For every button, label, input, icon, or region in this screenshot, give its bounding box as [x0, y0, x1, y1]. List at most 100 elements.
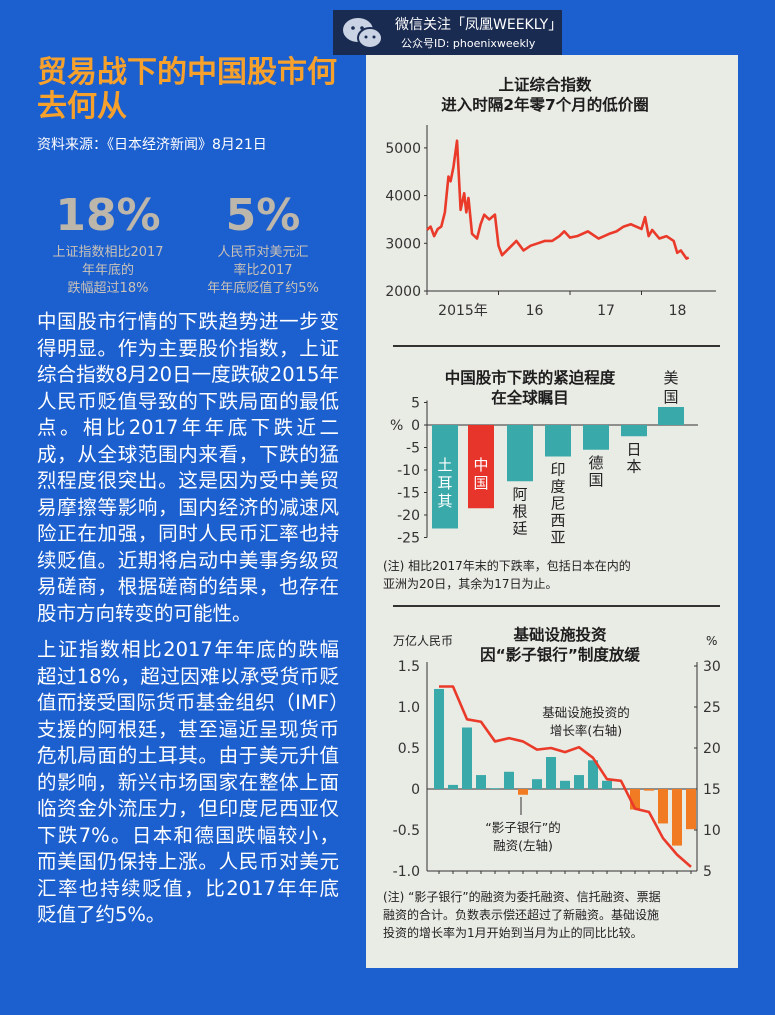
chart3-title: 基础设施投资 因“影子银行”制度放缓: [450, 625, 670, 665]
chart2-bar-label: 耳: [437, 474, 452, 492]
chart3-bar: [476, 775, 486, 789]
chart3-bar: [588, 760, 598, 789]
chart2-bar-label: 西: [550, 512, 565, 530]
chart2-bar: [583, 425, 609, 450]
chart3-left-unit: 万亿人民币: [393, 633, 453, 648]
wechat-icon: [343, 18, 383, 49]
chart3-bar: [560, 780, 570, 789]
chart2-bar: [621, 425, 647, 437]
chart2-bar-label: 国: [663, 388, 678, 406]
chart1-y-tick-label: 4000: [385, 189, 421, 205]
chart1-y-tick-label: 3000: [385, 236, 421, 252]
chart3-right-tick-label: 15: [703, 782, 721, 798]
chart3-right-tick-label: 25: [703, 700, 721, 716]
chart1-x-tick-label: 17: [597, 303, 615, 319]
chart3-bar-annotation: “影子银行”的: [485, 820, 560, 835]
divider: [393, 345, 720, 347]
body-paragraph-1: 中国股市行情的下跌趋势进一步变得明显。作为主要股价指数，上证综合指数8月20日一…: [37, 310, 339, 625]
chart3-bar: [504, 771, 514, 789]
chart2-title: 中国股市下跌的紧迫程度 在全球瞩目: [410, 368, 650, 408]
stat-label: 上证指数相比2017 年年底的 跌幅超过18%: [52, 245, 164, 296]
chart3-bar: [518, 789, 528, 795]
chart1-x-tick-label: 18: [669, 303, 687, 319]
divider: [393, 605, 720, 607]
chart3-right-tick-label: 20: [703, 741, 721, 757]
chart3-bar: [672, 789, 682, 846]
chart2-bar: [658, 407, 684, 425]
chart3-bar: [658, 789, 668, 824]
note-line: 投资的增长率为1月开始到当月为止的同比比较。: [383, 926, 643, 940]
chart2-bar-label: 尼: [550, 495, 565, 513]
chart2-y-tick-label: 5: [411, 396, 420, 412]
chart2-bar-label: 印: [550, 461, 565, 479]
chart2-bar-label: 德: [588, 454, 603, 472]
note-line: (注) “影子银行”的融资为委托融资、信托融资、票据: [383, 890, 661, 904]
chart1-x-tick-label: 2015年: [438, 303, 488, 319]
wechat-follow-badge: 微信关注「凤凰WEEKLY」 公众号ID: phoenixweekly: [333, 10, 562, 55]
chart3-title-line1: 基础设施投资: [513, 626, 607, 644]
chart2-bar-label: 日: [626, 440, 641, 458]
stat-label: 人民币对美元汇 率比2017 年年底贬值了约5%: [207, 245, 319, 296]
chart2-y-tick-label: -10: [397, 463, 420, 479]
chart1-title-line2: 进入时隔2年零7个月的低价圈: [441, 96, 649, 114]
chart3-left-tick-label: -1.0: [393, 864, 420, 880]
body-paragraph-2: 上证指数相比2017年年底的跌幅超过18%，超过因难以承受货币贬值而接受国际货币…: [37, 638, 339, 926]
chart3-line-annotation: 增长率(右轴): [550, 723, 622, 738]
chart3-right-tick-label: 10: [703, 823, 721, 839]
chart3-bar: [630, 789, 640, 810]
chart2-bar-label: 本: [626, 457, 641, 475]
badge-line1: 微信关注「凤凰WEEKLY」: [395, 17, 563, 33]
stat-value: 18%: [55, 190, 161, 241]
chart3-bar: [602, 780, 612, 789]
chart2-y-unit: %: [390, 418, 403, 434]
chart3-series-line: [439, 685, 692, 868]
chart3-bar: [686, 789, 696, 830]
chart2-bar-label: 土: [437, 456, 452, 474]
chart3-bar: [434, 688, 444, 789]
chart3-left-tick-label: -0.5: [393, 823, 420, 839]
chart3-bar-annotation: 融资(左轴): [493, 838, 553, 853]
chart3-right-tick-label: 30: [703, 659, 721, 675]
chart2-bar-label: 度: [550, 478, 565, 496]
page-title: 贸易战下的中国股市何去何从: [37, 55, 337, 124]
chart3-right-unit: %: [706, 634, 717, 648]
article-body: 中国股市行情的下跌趋势进一步变得明显。作为主要股价指数，上证综合指数8月20日一…: [37, 309, 339, 939]
chart3-note: (注) “影子银行”的融资为委托融资、信托融资、票据 融资的合计。负数表示偿还超…: [383, 888, 661, 942]
note-line: (注) 相比2017年末的下跌率，包括日本在内的: [383, 559, 631, 573]
stat-rmb-depreciation: 5% 人民币对美元汇 率比2017 年年底贬值了约5%: [183, 192, 343, 298]
chart3-bar: [546, 757, 556, 789]
chart2-y-tick-label: -15: [397, 486, 420, 502]
stat-value: 5%: [225, 190, 301, 241]
chart1-title: 上证综合指数 进入时隔2年零7个月的低价圈: [400, 75, 690, 115]
chart2-title-line1: 中国股市下跌的紧迫程度: [444, 369, 616, 387]
chart2-bar: [432, 425, 458, 529]
chart1-x-tick-label: 16: [526, 303, 544, 319]
chart3-title-line2: 因“影子银行”制度放缓: [480, 646, 640, 664]
stat-index-drop: 18% 上证指数相比2017 年年底的 跌幅超过18%: [28, 192, 188, 298]
source-line: 资料来源：《日本经济新闻》8月21日: [37, 137, 267, 153]
chart2-bar-label: 阿: [512, 485, 527, 503]
chart2-title-line2: 在全球瞩目: [491, 389, 569, 407]
chart3-line-annotation: 基础设施投资的: [542, 705, 630, 720]
chart2-y-tick-label: -5: [406, 441, 420, 457]
chart2-bar: [545, 425, 571, 457]
chart2-note: (注) 相比2017年末的下跌率，包括日本在内的 亚洲为20日，其余为17日为止…: [383, 557, 631, 593]
chart3-bar: [490, 788, 500, 789]
chart1-y-tick-label: 5000: [385, 141, 421, 157]
chart3-right-tick-label: 5: [703, 864, 712, 880]
chart2-bar-label: 其: [437, 492, 452, 510]
chart3-bar: [574, 775, 584, 789]
chart3-bar: [448, 784, 458, 789]
badge-line2: 公众号ID: phoenixweekly: [401, 37, 536, 50]
chart2-y-tick-label: -20: [397, 508, 420, 524]
chart2-bar-label: 中: [473, 456, 488, 474]
note-line: 亚洲为20日，其余为17日为止。: [383, 577, 558, 591]
chart1-series-line: [426, 139, 690, 260]
chart2-bar: [507, 425, 533, 482]
chart3-bar: [644, 789, 654, 791]
chart3-bar: [532, 779, 542, 789]
chart3-left-tick-label: 1.0: [398, 700, 420, 716]
chart2-bar-label: 根: [512, 502, 527, 520]
chart3-left-tick-label: 0: [411, 782, 420, 798]
